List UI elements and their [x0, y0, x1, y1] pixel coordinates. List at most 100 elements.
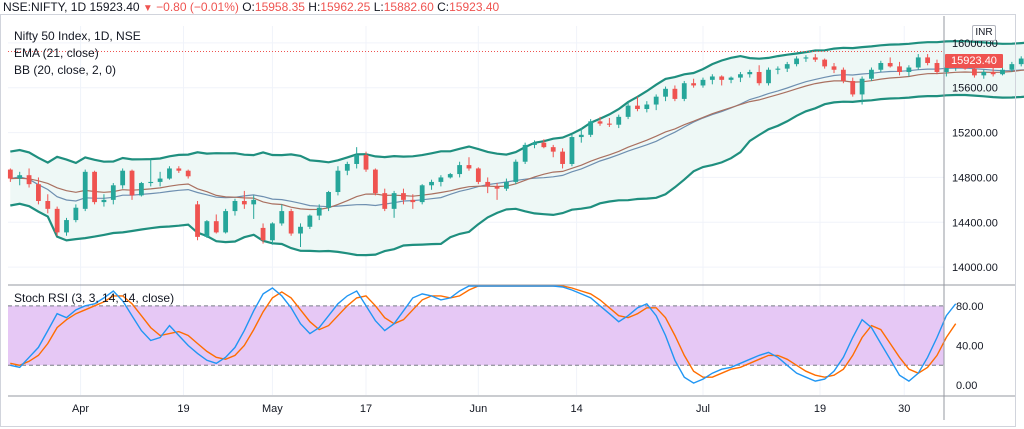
currency-badge[interactable]: INR	[972, 25, 996, 41]
candle[interactable]	[812, 57, 818, 60]
candle[interactable]	[981, 71, 987, 76]
candle[interactable]	[185, 170, 191, 177]
candle[interactable]	[588, 121, 594, 135]
candle[interactable]	[36, 184, 41, 201]
candle[interactable]	[92, 171, 97, 203]
candle[interactable]	[719, 76, 725, 80]
candle[interactable]	[934, 63, 940, 72]
candle[interactable]	[728, 77, 734, 80]
candle[interactable]	[709, 76, 715, 80]
candle[interactable]	[457, 165, 463, 175]
candle[interactable]	[270, 223, 275, 241]
candle[interactable]	[550, 147, 556, 152]
candle[interactable]	[447, 174, 453, 178]
candle[interactable]	[391, 193, 397, 209]
candle[interactable]	[7, 169, 13, 179]
candle[interactable]	[822, 59, 828, 67]
candle[interactable]	[803, 57, 809, 59]
candle[interactable]	[82, 171, 88, 209]
candle[interactable]	[251, 199, 257, 205]
candle[interactable]	[438, 177, 444, 182]
candle[interactable]	[831, 66, 837, 70]
candle[interactable]	[110, 185, 116, 200]
candle[interactable]	[354, 155, 360, 164]
stoch-rsi-legend[interactable]: Stoch RSI (3, 3, 14, 14, close)	[14, 291, 175, 305]
candle[interactable]	[344, 163, 350, 171]
candle[interactable]	[148, 181, 154, 184]
candle[interactable]	[532, 142, 537, 145]
candle[interactable]	[223, 211, 229, 233]
ema-line[interactable]	[10, 65, 1024, 211]
candle[interactable]	[738, 74, 743, 78]
candle[interactable]	[120, 170, 126, 186]
candle[interactable]	[869, 69, 874, 79]
candle[interactable]	[972, 68, 977, 76]
candle[interactable]	[241, 200, 247, 205]
candle[interactable]	[635, 105, 640, 110]
candle[interactable]	[232, 200, 238, 212]
candle[interactable]	[307, 215, 313, 227]
symbol-name[interactable]: NSE:NIFTY, 1D	[3, 0, 87, 14]
candle[interactable]	[363, 155, 369, 170]
candle[interactable]	[578, 134, 584, 138]
candle[interactable]	[372, 169, 378, 194]
candle[interactable]	[485, 181, 491, 187]
candle[interactable]	[840, 69, 846, 81]
candle[interactable]	[541, 142, 547, 148]
candle[interactable]	[167, 168, 172, 179]
candle[interactable]	[663, 88, 668, 97]
candle[interactable]	[419, 185, 425, 203]
candle[interactable]	[616, 116, 622, 125]
candle[interactable]	[897, 66, 902, 72]
candle[interactable]	[176, 168, 182, 171]
candle[interactable]	[73, 207, 79, 221]
candle[interactable]	[560, 151, 565, 164]
candle[interactable]	[597, 121, 603, 124]
candle[interactable]	[906, 67, 912, 72]
candle[interactable]	[915, 57, 921, 68]
candle[interactable]	[195, 204, 200, 237]
candle[interactable]	[784, 64, 790, 69]
candle[interactable]	[747, 71, 753, 75]
candle[interactable]	[644, 104, 650, 110]
candle[interactable]	[45, 200, 51, 209]
candle[interactable]	[878, 63, 884, 70]
candle[interactable]	[335, 170, 341, 193]
candle[interactable]	[101, 199, 107, 203]
candle[interactable]	[887, 63, 893, 67]
candle[interactable]	[410, 199, 416, 203]
candle[interactable]	[775, 68, 781, 70]
candle[interactable]	[157, 178, 163, 182]
candle[interactable]	[756, 71, 762, 84]
candle[interactable]	[298, 226, 303, 234]
candle[interactable]	[129, 170, 135, 196]
candle[interactable]	[681, 83, 687, 99]
candle[interactable]	[213, 221, 219, 233]
bb-upper-line[interactable]	[10, 40, 1024, 165]
candle[interactable]	[794, 58, 799, 65]
candle[interactable]	[316, 207, 322, 216]
stoch-k-line[interactable]	[10, 285, 957, 384]
candle[interactable]	[54, 208, 60, 233]
candle[interactable]	[288, 211, 294, 234]
candle[interactable]	[653, 96, 659, 105]
candle[interactable]	[850, 80, 856, 95]
candle[interactable]	[494, 186, 500, 189]
candle[interactable]	[429, 181, 434, 186]
candle[interactable]	[326, 192, 331, 208]
candle[interactable]	[26, 175, 32, 185]
candle[interactable]	[672, 88, 678, 99]
candle[interactable]	[606, 123, 612, 125]
candle[interactable]	[382, 193, 388, 209]
candle[interactable]	[700, 79, 706, 86]
candle[interactable]	[401, 193, 406, 200]
candle[interactable]	[17, 175, 23, 179]
ema-legend[interactable]: EMA (21, close)	[14, 46, 99, 60]
candle[interactable]	[279, 211, 285, 224]
candle[interactable]	[513, 161, 519, 182]
candle[interactable]	[138, 183, 144, 196]
candle[interactable]	[504, 181, 509, 189]
candle[interactable]	[691, 83, 697, 86]
candle[interactable]	[625, 105, 631, 117]
